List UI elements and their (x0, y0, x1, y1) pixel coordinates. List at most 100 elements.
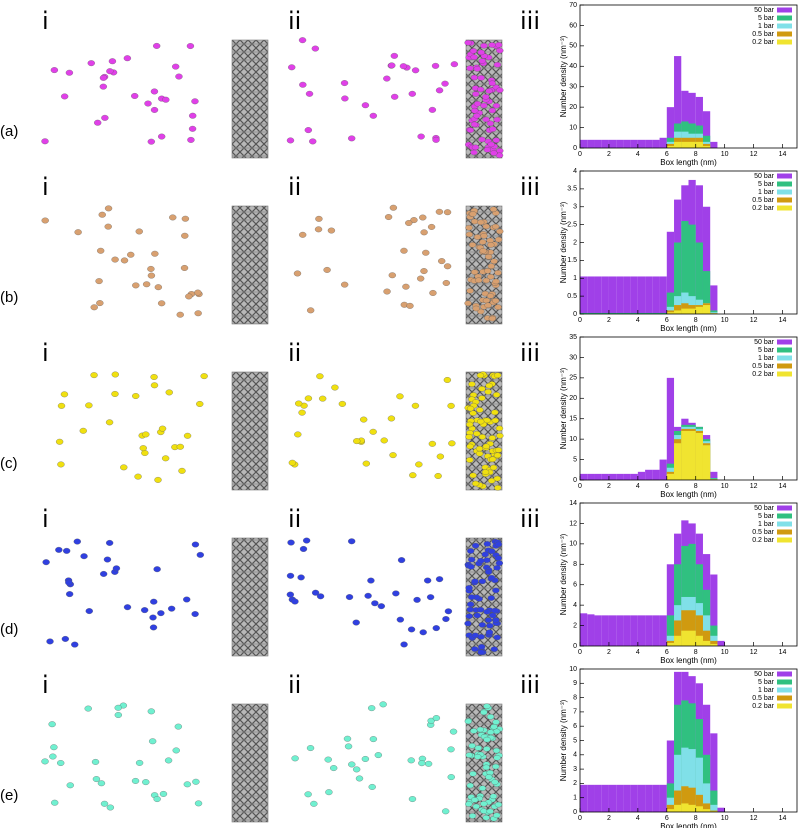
adsorbed-molecule (492, 617, 500, 623)
adsorbed-molecule (487, 274, 495, 280)
molecule (114, 712, 122, 718)
panel-label: i (42, 7, 49, 35)
adsorbed-molecule (489, 612, 497, 619)
bar (681, 308, 689, 314)
adsorbed-molecule (467, 564, 475, 570)
molecule (396, 393, 404, 400)
bar (659, 312, 667, 314)
molecule (174, 723, 182, 730)
molecule (361, 102, 370, 109)
bar (674, 141, 682, 148)
molecule (191, 611, 199, 617)
molecule (443, 263, 452, 270)
molecule (144, 100, 152, 107)
molecule (154, 284, 162, 291)
molecule (105, 539, 114, 546)
y-tick-label: 0 (573, 477, 577, 484)
adsorbed-molecule (496, 228, 504, 235)
molecule (405, 220, 413, 226)
legend-swatch (777, 23, 792, 29)
y-tick-label: 60 (569, 22, 577, 29)
adsorbed-molecule (485, 88, 493, 94)
molecule (92, 776, 101, 783)
molecule (316, 593, 325, 600)
molecule (114, 704, 122, 711)
legend-label: 50 bar (754, 339, 775, 346)
bar (688, 430, 696, 480)
bar (688, 224, 696, 314)
adsorbed-molecule (485, 774, 493, 780)
bar (688, 804, 696, 812)
adsorbed-molecule (465, 752, 473, 758)
molecule (150, 107, 159, 113)
adsorbed-molecule (491, 409, 499, 416)
panel-label: ii (288, 339, 301, 367)
adsorbed-molecule (471, 218, 479, 225)
adsorbed-molecule (480, 709, 488, 716)
adsorbed-molecule (472, 305, 480, 312)
molecule (120, 257, 129, 264)
legend-label: 5 bar (758, 15, 775, 22)
legend-label: 1 bar (758, 23, 775, 30)
y-tick-label: 4 (573, 168, 577, 175)
x-tick-label: 12 (750, 151, 758, 158)
adsorbed-molecule (475, 445, 484, 452)
molecule (95, 278, 103, 285)
molecule (200, 373, 208, 380)
molecule (94, 119, 102, 126)
x-tick-label: 0 (578, 317, 582, 324)
y-tick-label: 25 (569, 375, 577, 382)
bar (695, 141, 703, 148)
bar (702, 630, 711, 646)
molecule (330, 765, 338, 772)
bar (623, 276, 631, 314)
adsorbed-molecule (477, 49, 485, 56)
adsorbed-molecule (477, 644, 486, 650)
adsorbed-molecule (492, 392, 501, 398)
molecule (324, 756, 332, 763)
legend-label: 1 bar (758, 189, 775, 196)
x-tick-label: 4 (636, 483, 640, 490)
legend-swatch (777, 197, 792, 203)
bar (681, 610, 689, 646)
molecule (149, 624, 158, 631)
adsorbed-molecule (482, 764, 490, 771)
x-tick-label: 8 (694, 151, 698, 158)
molecule (161, 455, 170, 462)
molecule (429, 290, 437, 296)
bar (695, 615, 703, 646)
adsorbed-molecule (481, 551, 489, 558)
molecule (90, 372, 98, 379)
bar (623, 784, 631, 812)
bar (659, 784, 667, 812)
adsorbed-molecule (466, 601, 475, 608)
molecule (298, 37, 307, 44)
bar (608, 312, 617, 314)
molecule (194, 310, 202, 317)
molecule (183, 596, 191, 603)
molecule (415, 461, 423, 468)
panel-label: i (42, 671, 49, 699)
adsorbed-molecule (488, 107, 497, 114)
bar (674, 804, 682, 812)
adsorbed-molecule (471, 797, 479, 803)
bar (695, 433, 703, 480)
molecule (141, 450, 149, 456)
molecule (355, 775, 364, 782)
molecule (91, 758, 100, 765)
adsorbed-molecule (482, 223, 490, 230)
bar (710, 312, 718, 314)
panel-label: iii (520, 505, 540, 533)
legend-swatch (777, 679, 792, 685)
molecule (424, 760, 433, 767)
adsorbed-molecule (478, 386, 486, 392)
row-label: (a) (0, 123, 18, 140)
adsorbed-molecule (471, 144, 480, 151)
adsorbed-molecule (478, 395, 486, 401)
molecule (447, 746, 455, 753)
bar (702, 206, 711, 314)
molecule (61, 635, 70, 642)
adsorbed-molecule (466, 127, 475, 133)
adsorbed-molecule (468, 242, 477, 248)
panel-label: ii (288, 505, 301, 533)
